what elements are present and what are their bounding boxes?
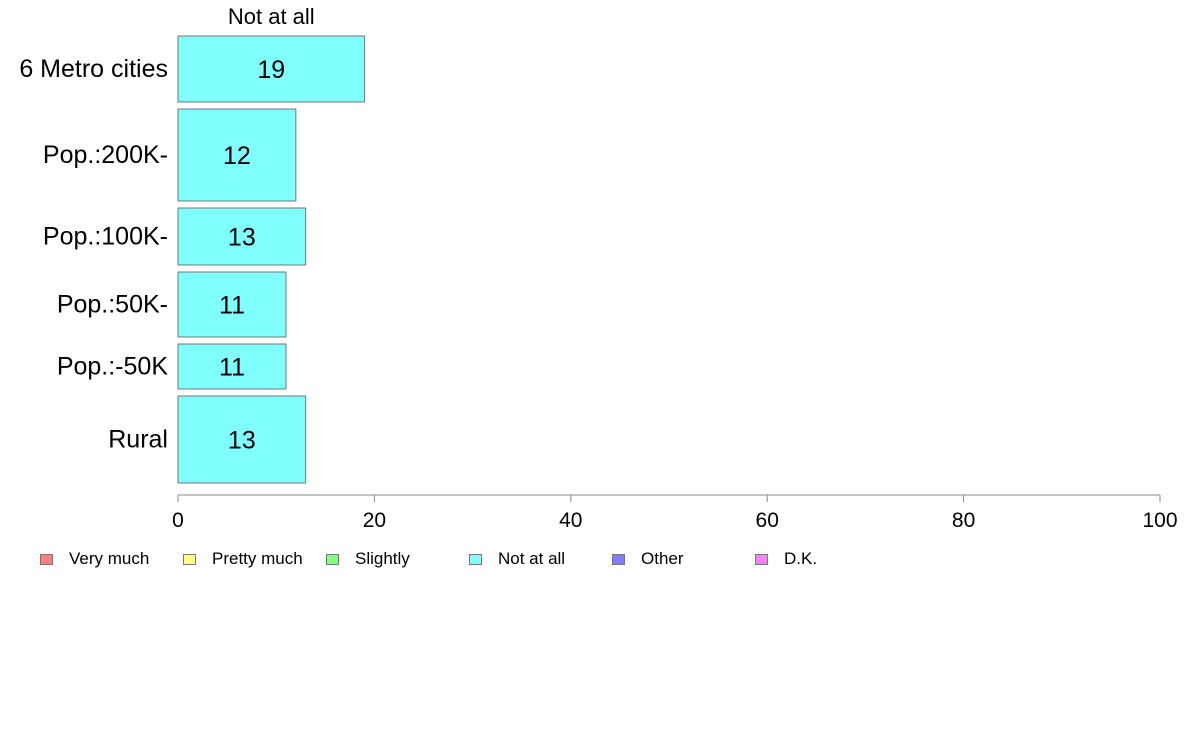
bars-group: 6 Metro cities 19 Pop.:200K- 12 Pop.:100K- 13… [19,35,366,484]
category-label: Pop.:50K- [57,291,168,319]
bar-not-at-all [177,207,307,266]
legend-swatch [40,553,53,565]
category-label: Pop.:100K- [43,223,168,251]
legend-item: Very much [40,548,149,570]
category-label: Rural [108,426,168,454]
x-tick-label: 80 [952,509,975,532]
legend-label: Pretty much [212,549,303,568]
legend-label: Other [641,549,684,568]
bar-value-label: 13 [228,427,256,455]
bar-not-at-all [177,395,307,484]
category-label: 6 Metro cities [19,55,168,83]
legend-swatch [326,553,339,565]
legend-item: Slightly [326,548,410,570]
bar-value-label: 11 [219,292,245,320]
bar-not-at-all [177,343,287,390]
bar-not-at-all [177,35,366,103]
legend-swatch [469,553,482,565]
legend-item: Other [612,548,684,570]
x-axis: 0 20 40 60 80 100 [172,494,1178,532]
legend-item: Not at all [469,548,565,570]
legend-swatch [183,553,196,565]
legend-item: Pretty much [183,548,303,570]
x-tick-label: 20 [363,509,386,532]
legend-label: Very much [69,549,150,568]
x-tick-label: 100 [1142,509,1177,532]
bar-value-label: 13 [228,224,256,252]
legend-label: Slightly [355,549,410,568]
bar-not-at-all [177,271,287,338]
x-tick-label: 0 [172,509,184,532]
legend: Very much Pretty much Slightly Not at all Ot… [0,548,1188,570]
legend-label: Not at all [498,549,566,568]
bar-value-label: 11 [219,354,245,382]
x-tick-label: 40 [559,509,582,532]
category-label: Pop.:200K- [43,141,168,169]
legend-swatch [755,553,768,565]
bar-value-label: 12 [223,142,251,170]
legend-swatch [612,553,625,565]
category-label: Pop.:-50K [57,353,169,381]
column-header: Not at all [228,4,315,29]
x-tick-label: 60 [756,509,779,532]
bar-chart: Not at all 6 Metro cities 19 Pop.:200K- 12 P… [19,4,1178,532]
bar-value-label: 19 [257,56,285,84]
legend-label: D.K. [784,549,818,568]
bar-not-at-all [177,108,297,202]
legend-item: D.K. [755,548,817,570]
